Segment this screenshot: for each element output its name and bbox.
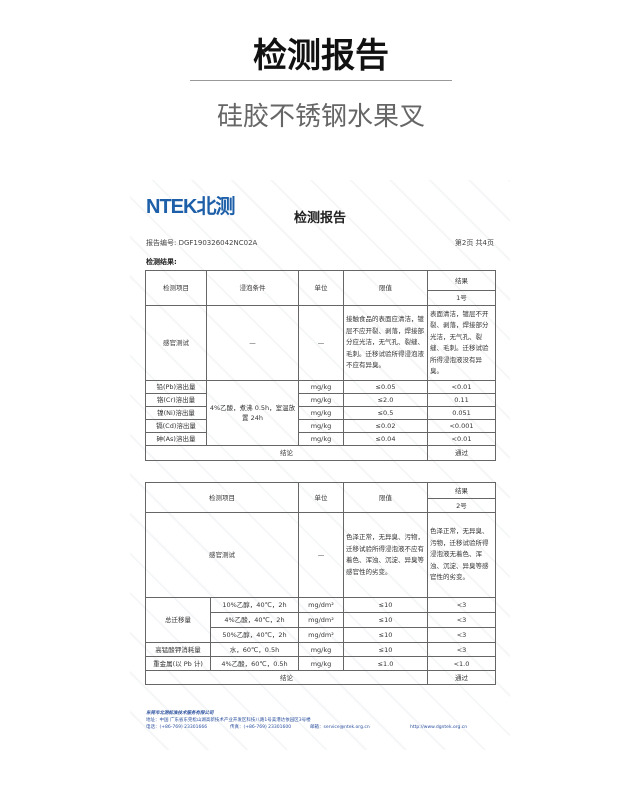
table-row: 50%乙醇，40℃，2h mg/dm² ≤10 <3	[146, 627, 496, 643]
cell: <0.01	[427, 380, 496, 394]
page-number: 第2页 共4页	[454, 239, 494, 247]
cell: 50%乙醇，40℃，2h	[210, 627, 299, 643]
footer-address: 地址：中国 广东省东莞松山湖高新技术产业开发区科技八路1号美港达依园区3号楼	[146, 718, 311, 723]
cell: 重金属(以 Pb 计)	[145, 656, 211, 671]
cell: —	[298, 305, 344, 381]
header-limit: 限值	[343, 270, 428, 306]
header-unit: 单位	[298, 270, 344, 306]
verdict: 通过	[427, 670, 496, 685]
cell: 铬(Cr)溶出量	[145, 393, 207, 407]
cell: 4%乙酸，40℃，2h	[210, 612, 299, 628]
cell: mg/kg	[298, 380, 344, 394]
cell: —	[298, 512, 344, 598]
cell: ≤0.5	[343, 406, 428, 420]
page-title: 检测报告	[253, 36, 389, 76]
cell: —	[206, 305, 299, 381]
results-table-2: 检测项目 单位 限值 结果 2号 感官测试 — 色泽正常，无异臭、污物，迁移试验所得浸泡液…	[145, 482, 496, 685]
header-condition: 浸泡条件	[206, 270, 299, 306]
cell: mg/dm²	[298, 627, 344, 643]
cell: mg/kg	[298, 642, 344, 657]
cell: mg/dm²	[298, 597, 344, 613]
cell: mg/kg	[298, 432, 344, 446]
cell: 4%乙酸，60℃，0.5h	[210, 656, 299, 671]
cell: 感官测试	[145, 305, 207, 381]
header-item: 检测项目	[145, 270, 207, 306]
cell: mg/kg	[298, 419, 344, 433]
table-row: 铅(Pb)溶出量 4%乙酸，煮沸 0.5h，室温放置 24h mg/kg ≤0.05 <…	[145, 380, 496, 446]
cell: ≤2.0	[343, 393, 428, 407]
footer-website: http://www.dgntek.org.cn	[410, 725, 468, 730]
report-title: 检测报告	[293, 211, 346, 226]
table-row: 高锰酸钾消耗量 水，60℃，0.5h mg/kg ≤10 <3	[145, 642, 496, 657]
cell: ≤10	[343, 642, 428, 657]
cell: mg/kg	[298, 393, 344, 407]
footer-company: 东莞市北测标准技术服务有限公司	[146, 711, 214, 716]
header-result: 结果	[427, 482, 496, 499]
cell: <3	[427, 642, 496, 657]
cell: mg/dm²	[298, 612, 344, 628]
results-label: 检测结果:	[146, 258, 177, 266]
cell: 总迁移量	[145, 597, 211, 643]
product-name: 硅胶不锈钢水果叉	[216, 102, 425, 132]
header-result: 结果	[427, 270, 496, 291]
conclusion-label: 结论	[145, 445, 428, 461]
cell: 镍(Ni)溶出量	[145, 406, 207, 420]
table-row: 铬(Cr)溶出量 mg/kg ≤2.0 0.11	[145, 393, 496, 407]
ntek-logo: NTEK北测	[146, 196, 235, 218]
table-row: 重金属(以 Pb 计) 4%乙酸，60℃，0.5h mg/kg ≤1.0 <1.0	[145, 656, 496, 671]
cell: ≤0.04	[343, 432, 428, 446]
header-sample: 2号	[427, 498, 496, 513]
footer-phone: 电话：(+86-769) 23301666	[146, 725, 208, 730]
table-row: 镍(Ni)溶出量 mg/kg ≤0.5 0.051	[145, 406, 496, 420]
table-row: 砷(As)溶出量 mg/kg ≤0.04 <0.01	[145, 432, 496, 446]
cell: ≤10	[343, 612, 428, 628]
header-unit: 单位	[298, 482, 344, 513]
cell: 10%乙醇，40℃，2h	[210, 597, 299, 613]
verdict: 通过	[427, 445, 496, 461]
cell: <3	[427, 627, 496, 643]
cell: 感官测试	[145, 512, 299, 598]
header-limit: 限值	[343, 482, 428, 513]
cell: 砷(As)溶出量	[145, 432, 207, 446]
cell: 色泽正常，无异臭、污物，迁移试验所得浸泡液不应有着色、浑浊、沉淀、异臭等感官性的…	[343, 512, 428, 598]
cell: mg/kg	[298, 406, 344, 420]
cell: ≤1.0	[343, 656, 428, 671]
cell: mg/kg	[298, 656, 344, 671]
cell: ≤10	[343, 597, 428, 613]
cell: 铅(Pb)溶出量	[145, 380, 207, 394]
report-number: 报告编号: DGF190326042NC02A	[146, 239, 258, 247]
cell: 0.051	[427, 406, 496, 420]
cell: ≤0.05	[343, 380, 428, 394]
cell: <0.01	[427, 432, 496, 446]
conclusion-label: 结论	[145, 670, 428, 685]
cell: 水，60℃，0.5h	[210, 642, 299, 657]
cell: <0.001	[427, 419, 496, 433]
header-item: 检测项目	[145, 482, 299, 513]
divider	[190, 80, 452, 81]
cell: 接触食品的表面应清洁，镀层不应开裂、剥落，焊接部分应光洁，无气孔、裂缝、毛刺。迁…	[343, 305, 428, 381]
cell: 表面清洁，镀层不开裂、剥落，焊接部分光洁，无气孔、裂缝、毛刺。迁移试验所得浸泡液…	[427, 305, 496, 381]
cell: <3	[427, 597, 496, 613]
cell: ≤10	[343, 627, 428, 643]
header-sample: 1号	[427, 290, 496, 306]
footer-fax: 传真：(+86-769) 23301600	[230, 725, 292, 730]
cell: 色泽正常，无异臭、污物，迁移试验所得浸泡液无着色、浑浊、沉淀、异臭等感官性的劣变…	[427, 512, 496, 598]
footer-email: 邮箱：service@ntek.org.cn	[310, 725, 370, 730]
cell: ≤0.02	[343, 419, 428, 433]
cell: 4%乙酸，煮沸 0.5h，室温放置 24h	[206, 380, 299, 446]
cell: 镉(Cd)溶出量	[145, 419, 207, 433]
table-row: 镉(Cd)溶出量 mg/kg ≤0.02 <0.001	[145, 419, 496, 433]
cell: <1.0	[427, 656, 496, 671]
cell: <3	[427, 612, 496, 628]
report-document: NTEK北测 检测报告 报告编号: DGF190326042NC02A 第2页 …	[130, 180, 510, 750]
table-row: 总迁移量 10%乙醇，40℃，2h mg/dm² ≤10 <3	[145, 597, 496, 643]
results-table-1: 检测项目 浸泡条件 单位 限值 结果 1号 感官测试 — — 接触食品的表面应清洁，镀层不应开…	[145, 270, 496, 461]
cell: 0.11	[427, 393, 496, 407]
cell: 高锰酸钾消耗量	[145, 642, 211, 657]
